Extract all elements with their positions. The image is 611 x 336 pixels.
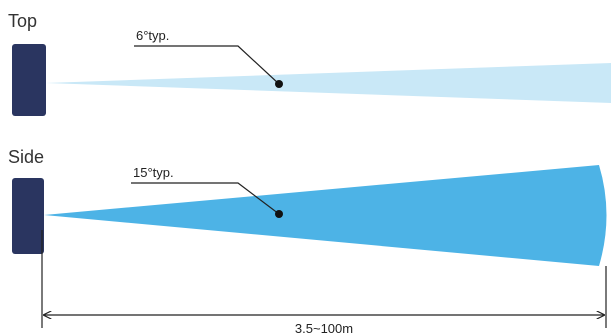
top-beam [46, 63, 611, 103]
side-beam [44, 165, 607, 266]
range-label: 3.5~100m [295, 321, 353, 336]
side-callout-dot [275, 210, 283, 218]
side-sensor [12, 178, 44, 254]
top-callout-dot [275, 80, 283, 88]
top-callout-leader [134, 45, 280, 85]
top-angle-label: 6°typ. [136, 28, 169, 43]
side-view-label: Side [8, 147, 44, 167]
top-view-label: Top [8, 11, 37, 31]
side-callout-leader [131, 182, 280, 215]
side-angle-label: 15°typ. [133, 165, 174, 180]
top-sensor [12, 44, 46, 116]
